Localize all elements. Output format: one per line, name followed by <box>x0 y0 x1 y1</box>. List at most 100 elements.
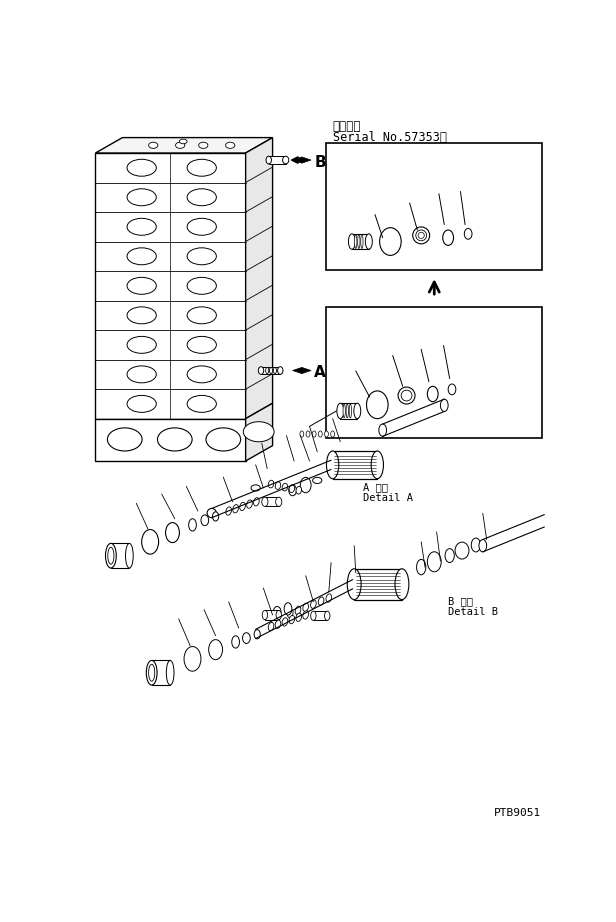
Ellipse shape <box>232 636 240 648</box>
Ellipse shape <box>107 428 142 451</box>
Bar <box>111 543 129 568</box>
Ellipse shape <box>325 611 330 621</box>
Ellipse shape <box>326 451 339 479</box>
Bar <box>261 367 280 374</box>
Ellipse shape <box>343 404 346 418</box>
Ellipse shape <box>296 487 301 494</box>
Ellipse shape <box>325 431 328 437</box>
Ellipse shape <box>251 485 260 491</box>
Ellipse shape <box>148 664 155 681</box>
Bar <box>95 153 246 419</box>
Bar <box>341 403 357 419</box>
Ellipse shape <box>318 597 324 605</box>
Ellipse shape <box>127 219 156 235</box>
Ellipse shape <box>428 551 441 572</box>
Ellipse shape <box>166 660 174 685</box>
Ellipse shape <box>295 607 301 615</box>
Polygon shape <box>293 368 311 373</box>
Ellipse shape <box>445 549 455 562</box>
Ellipse shape <box>395 569 409 599</box>
Ellipse shape <box>209 640 222 659</box>
Ellipse shape <box>331 431 334 437</box>
Ellipse shape <box>127 160 156 176</box>
Bar <box>269 156 286 164</box>
Ellipse shape <box>416 560 426 574</box>
Ellipse shape <box>296 613 302 621</box>
Ellipse shape <box>464 229 472 239</box>
Ellipse shape <box>187 219 216 235</box>
Ellipse shape <box>179 139 187 144</box>
Ellipse shape <box>337 403 344 419</box>
Ellipse shape <box>365 234 372 249</box>
Ellipse shape <box>254 630 260 639</box>
Polygon shape <box>246 137 272 419</box>
Ellipse shape <box>289 485 294 492</box>
Ellipse shape <box>188 519 197 531</box>
Ellipse shape <box>455 542 469 559</box>
Ellipse shape <box>187 248 216 265</box>
Ellipse shape <box>289 485 296 496</box>
Ellipse shape <box>262 610 267 620</box>
Ellipse shape <box>361 234 363 248</box>
Bar <box>152 660 170 685</box>
Text: A: A <box>314 365 326 380</box>
Ellipse shape <box>300 431 304 437</box>
Ellipse shape <box>108 548 114 564</box>
Ellipse shape <box>284 603 292 615</box>
Bar <box>326 307 542 438</box>
Ellipse shape <box>301 478 311 492</box>
Ellipse shape <box>479 539 487 552</box>
Ellipse shape <box>312 431 316 437</box>
Ellipse shape <box>379 424 387 436</box>
Ellipse shape <box>288 609 293 618</box>
Ellipse shape <box>158 428 192 451</box>
Text: PTB9051: PTB9051 <box>495 809 541 818</box>
Bar <box>265 497 279 506</box>
Ellipse shape <box>278 367 283 374</box>
Ellipse shape <box>318 431 322 437</box>
Ellipse shape <box>355 234 357 248</box>
Ellipse shape <box>306 431 310 437</box>
Ellipse shape <box>147 660 157 685</box>
Ellipse shape <box>206 428 241 451</box>
Ellipse shape <box>269 480 274 488</box>
Ellipse shape <box>354 403 361 419</box>
Ellipse shape <box>127 366 156 383</box>
Ellipse shape <box>274 607 281 618</box>
Ellipse shape <box>270 368 273 373</box>
Bar <box>333 451 377 479</box>
Ellipse shape <box>187 160 216 176</box>
Ellipse shape <box>310 611 316 621</box>
Ellipse shape <box>379 228 401 255</box>
Ellipse shape <box>349 234 355 249</box>
Ellipse shape <box>176 142 185 148</box>
Text: Detail A: Detail A <box>363 492 413 502</box>
Ellipse shape <box>275 621 281 629</box>
Ellipse shape <box>443 230 453 245</box>
Ellipse shape <box>184 646 201 671</box>
Polygon shape <box>95 137 272 153</box>
Ellipse shape <box>371 451 383 479</box>
Ellipse shape <box>225 142 235 148</box>
Ellipse shape <box>187 366 216 383</box>
Bar <box>352 234 369 249</box>
Ellipse shape <box>428 386 438 402</box>
Ellipse shape <box>418 232 424 239</box>
Ellipse shape <box>187 189 216 206</box>
Ellipse shape <box>276 497 282 506</box>
Ellipse shape <box>310 600 316 609</box>
Bar <box>314 611 327 621</box>
Ellipse shape <box>471 538 480 552</box>
Ellipse shape <box>266 156 272 164</box>
Bar <box>326 143 542 270</box>
Ellipse shape <box>268 622 274 631</box>
Polygon shape <box>246 403 272 461</box>
Bar <box>95 419 246 461</box>
Ellipse shape <box>282 618 288 626</box>
Ellipse shape <box>413 227 430 243</box>
Ellipse shape <box>233 504 238 513</box>
Text: Serial No.57353～: Serial No.57353～ <box>333 131 447 144</box>
Text: 適用号機: 適用号機 <box>333 120 361 133</box>
Ellipse shape <box>303 611 309 620</box>
Ellipse shape <box>289 616 294 624</box>
